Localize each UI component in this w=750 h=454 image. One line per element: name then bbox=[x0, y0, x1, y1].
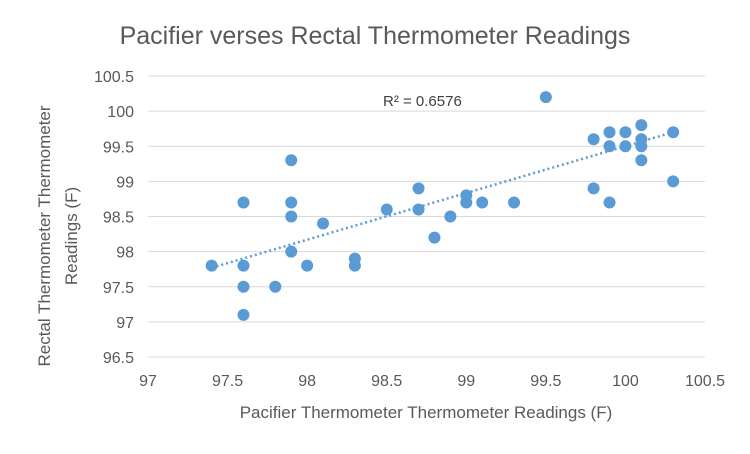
data-point bbox=[348, 259, 361, 272]
x-tick-label: 97 bbox=[139, 373, 157, 390]
data-point bbox=[587, 133, 600, 146]
chart-title: Pacifier verses Rectal Thermometer Readi… bbox=[120, 22, 631, 50]
y-axis-label-line-1: Rectal Thermometer Thermometer bbox=[35, 105, 54, 366]
data-point bbox=[635, 154, 648, 167]
y-tick-label: 100.5 bbox=[94, 69, 134, 86]
data-point bbox=[603, 140, 616, 153]
x-tick-label: 98.5 bbox=[371, 373, 402, 390]
gridlines bbox=[148, 75, 705, 358]
y-tick-label: 100 bbox=[107, 104, 134, 121]
data-point bbox=[237, 308, 250, 321]
data-point bbox=[635, 119, 648, 132]
r-squared-annotation: R² = 0.6576 bbox=[383, 93, 462, 110]
data-point bbox=[269, 280, 282, 293]
data-point bbox=[301, 259, 314, 272]
data-point bbox=[508, 196, 521, 209]
data-point bbox=[412, 182, 425, 195]
x-tick-label: 99.5 bbox=[530, 373, 561, 390]
data-point bbox=[412, 203, 425, 216]
linear-trendline bbox=[211, 131, 674, 269]
data-point bbox=[285, 154, 298, 167]
x-tick-label: 100 bbox=[612, 373, 639, 390]
data-point bbox=[539, 91, 552, 104]
data-point bbox=[476, 196, 489, 209]
y-tick-label: 97.5 bbox=[103, 280, 134, 297]
y-tick-label: 98.5 bbox=[103, 210, 134, 227]
y-axis-label-line-2: Readings (F) bbox=[62, 187, 81, 285]
x-tick-label: 100.5 bbox=[685, 373, 725, 390]
data-point bbox=[635, 140, 648, 153]
data-point bbox=[237, 259, 250, 272]
data-point bbox=[587, 182, 600, 195]
y-tick-label: 97 bbox=[116, 315, 134, 332]
data-point bbox=[317, 217, 330, 230]
y-tick-label: 99.5 bbox=[103, 139, 134, 156]
x-tick-label: 97.5 bbox=[212, 373, 243, 390]
data-point bbox=[444, 210, 457, 223]
data-point bbox=[237, 196, 250, 209]
data-point bbox=[428, 231, 441, 244]
y-tick-label: 98 bbox=[116, 245, 134, 262]
data-point bbox=[285, 196, 298, 209]
data-point bbox=[237, 280, 250, 293]
data-point bbox=[619, 140, 632, 153]
data-point bbox=[285, 245, 298, 258]
x-tick-label: 98 bbox=[298, 373, 316, 390]
y-tick-label: 99 bbox=[116, 174, 134, 191]
x-axis-ticks: 97 97.5 98 98.5 99 99.5 100 100.5 bbox=[139, 373, 725, 390]
trendline-layer bbox=[211, 131, 674, 269]
x-axis-label: Pacifier Thermometer Thermometer Reading… bbox=[240, 403, 613, 422]
data-point bbox=[619, 126, 632, 139]
x-tick-label: 99 bbox=[457, 373, 475, 390]
data-point bbox=[285, 210, 298, 223]
data-points bbox=[205, 91, 680, 321]
y-axis-ticks: 96.5 97 97.5 98 98.5 99 99.5 100 100.5 bbox=[94, 69, 134, 367]
y-tick-label: 96.5 bbox=[103, 350, 134, 367]
data-point bbox=[205, 259, 218, 272]
y-axis-label: Rectal Thermometer Thermometer Readings … bbox=[35, 105, 81, 366]
data-point bbox=[380, 203, 393, 216]
data-point bbox=[667, 175, 680, 188]
data-point bbox=[667, 126, 680, 139]
data-point bbox=[460, 196, 473, 209]
data-point bbox=[603, 196, 616, 209]
data-point bbox=[603, 126, 616, 139]
